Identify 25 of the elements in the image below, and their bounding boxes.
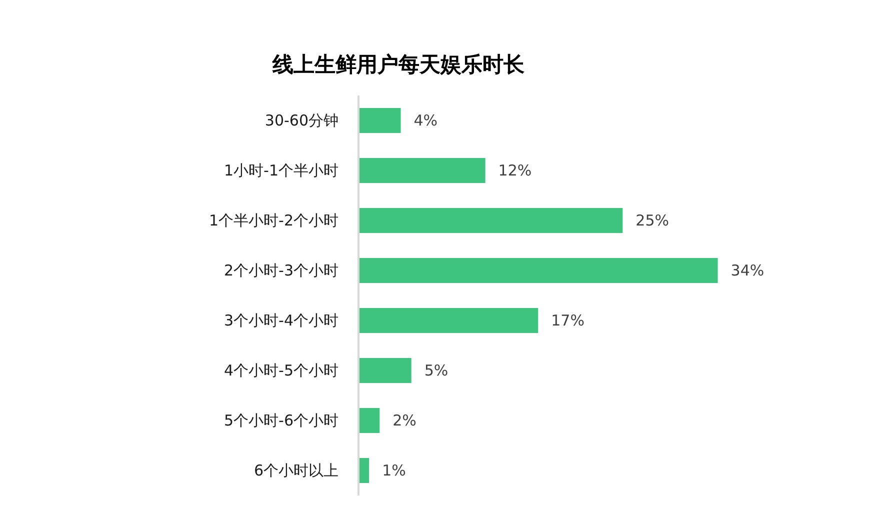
- bar: [358, 458, 370, 483]
- chart-title: 线上生鲜用户每天娱乐时长: [272, 52, 526, 76]
- bar: [358, 358, 412, 383]
- data-label: 2%: [392, 412, 416, 430]
- bar: [358, 108, 401, 133]
- data-label: 1%: [382, 462, 406, 480]
- y-tick-label: 5个小时-6个小时: [224, 412, 338, 430]
- bar: [358, 208, 623, 233]
- data-label: 34%: [730, 262, 764, 280]
- y-tick-label: 1小时-1个半小时: [224, 162, 338, 180]
- y-tick-label: 4个小时-5个小时: [224, 362, 338, 380]
- y-tick-label: 30-60分钟: [264, 112, 339, 130]
- data-label: 17%: [551, 312, 584, 330]
- bar: [358, 158, 486, 183]
- bar: [358, 258, 718, 283]
- data-label: 4%: [414, 112, 438, 130]
- y-tick-label: 1个半小时-2个小时: [209, 212, 338, 230]
- bar: [358, 308, 538, 333]
- data-label: 5%: [424, 362, 448, 380]
- y-tick-label: 2个小时-3个小时: [224, 262, 338, 280]
- data-label: 12%: [498, 162, 532, 180]
- data-label: 25%: [636, 212, 670, 230]
- y-tick-label: 3个小时-4个小时: [224, 312, 338, 330]
- bar: [358, 408, 380, 433]
- y-tick-label: 6个小时以上: [254, 462, 339, 480]
